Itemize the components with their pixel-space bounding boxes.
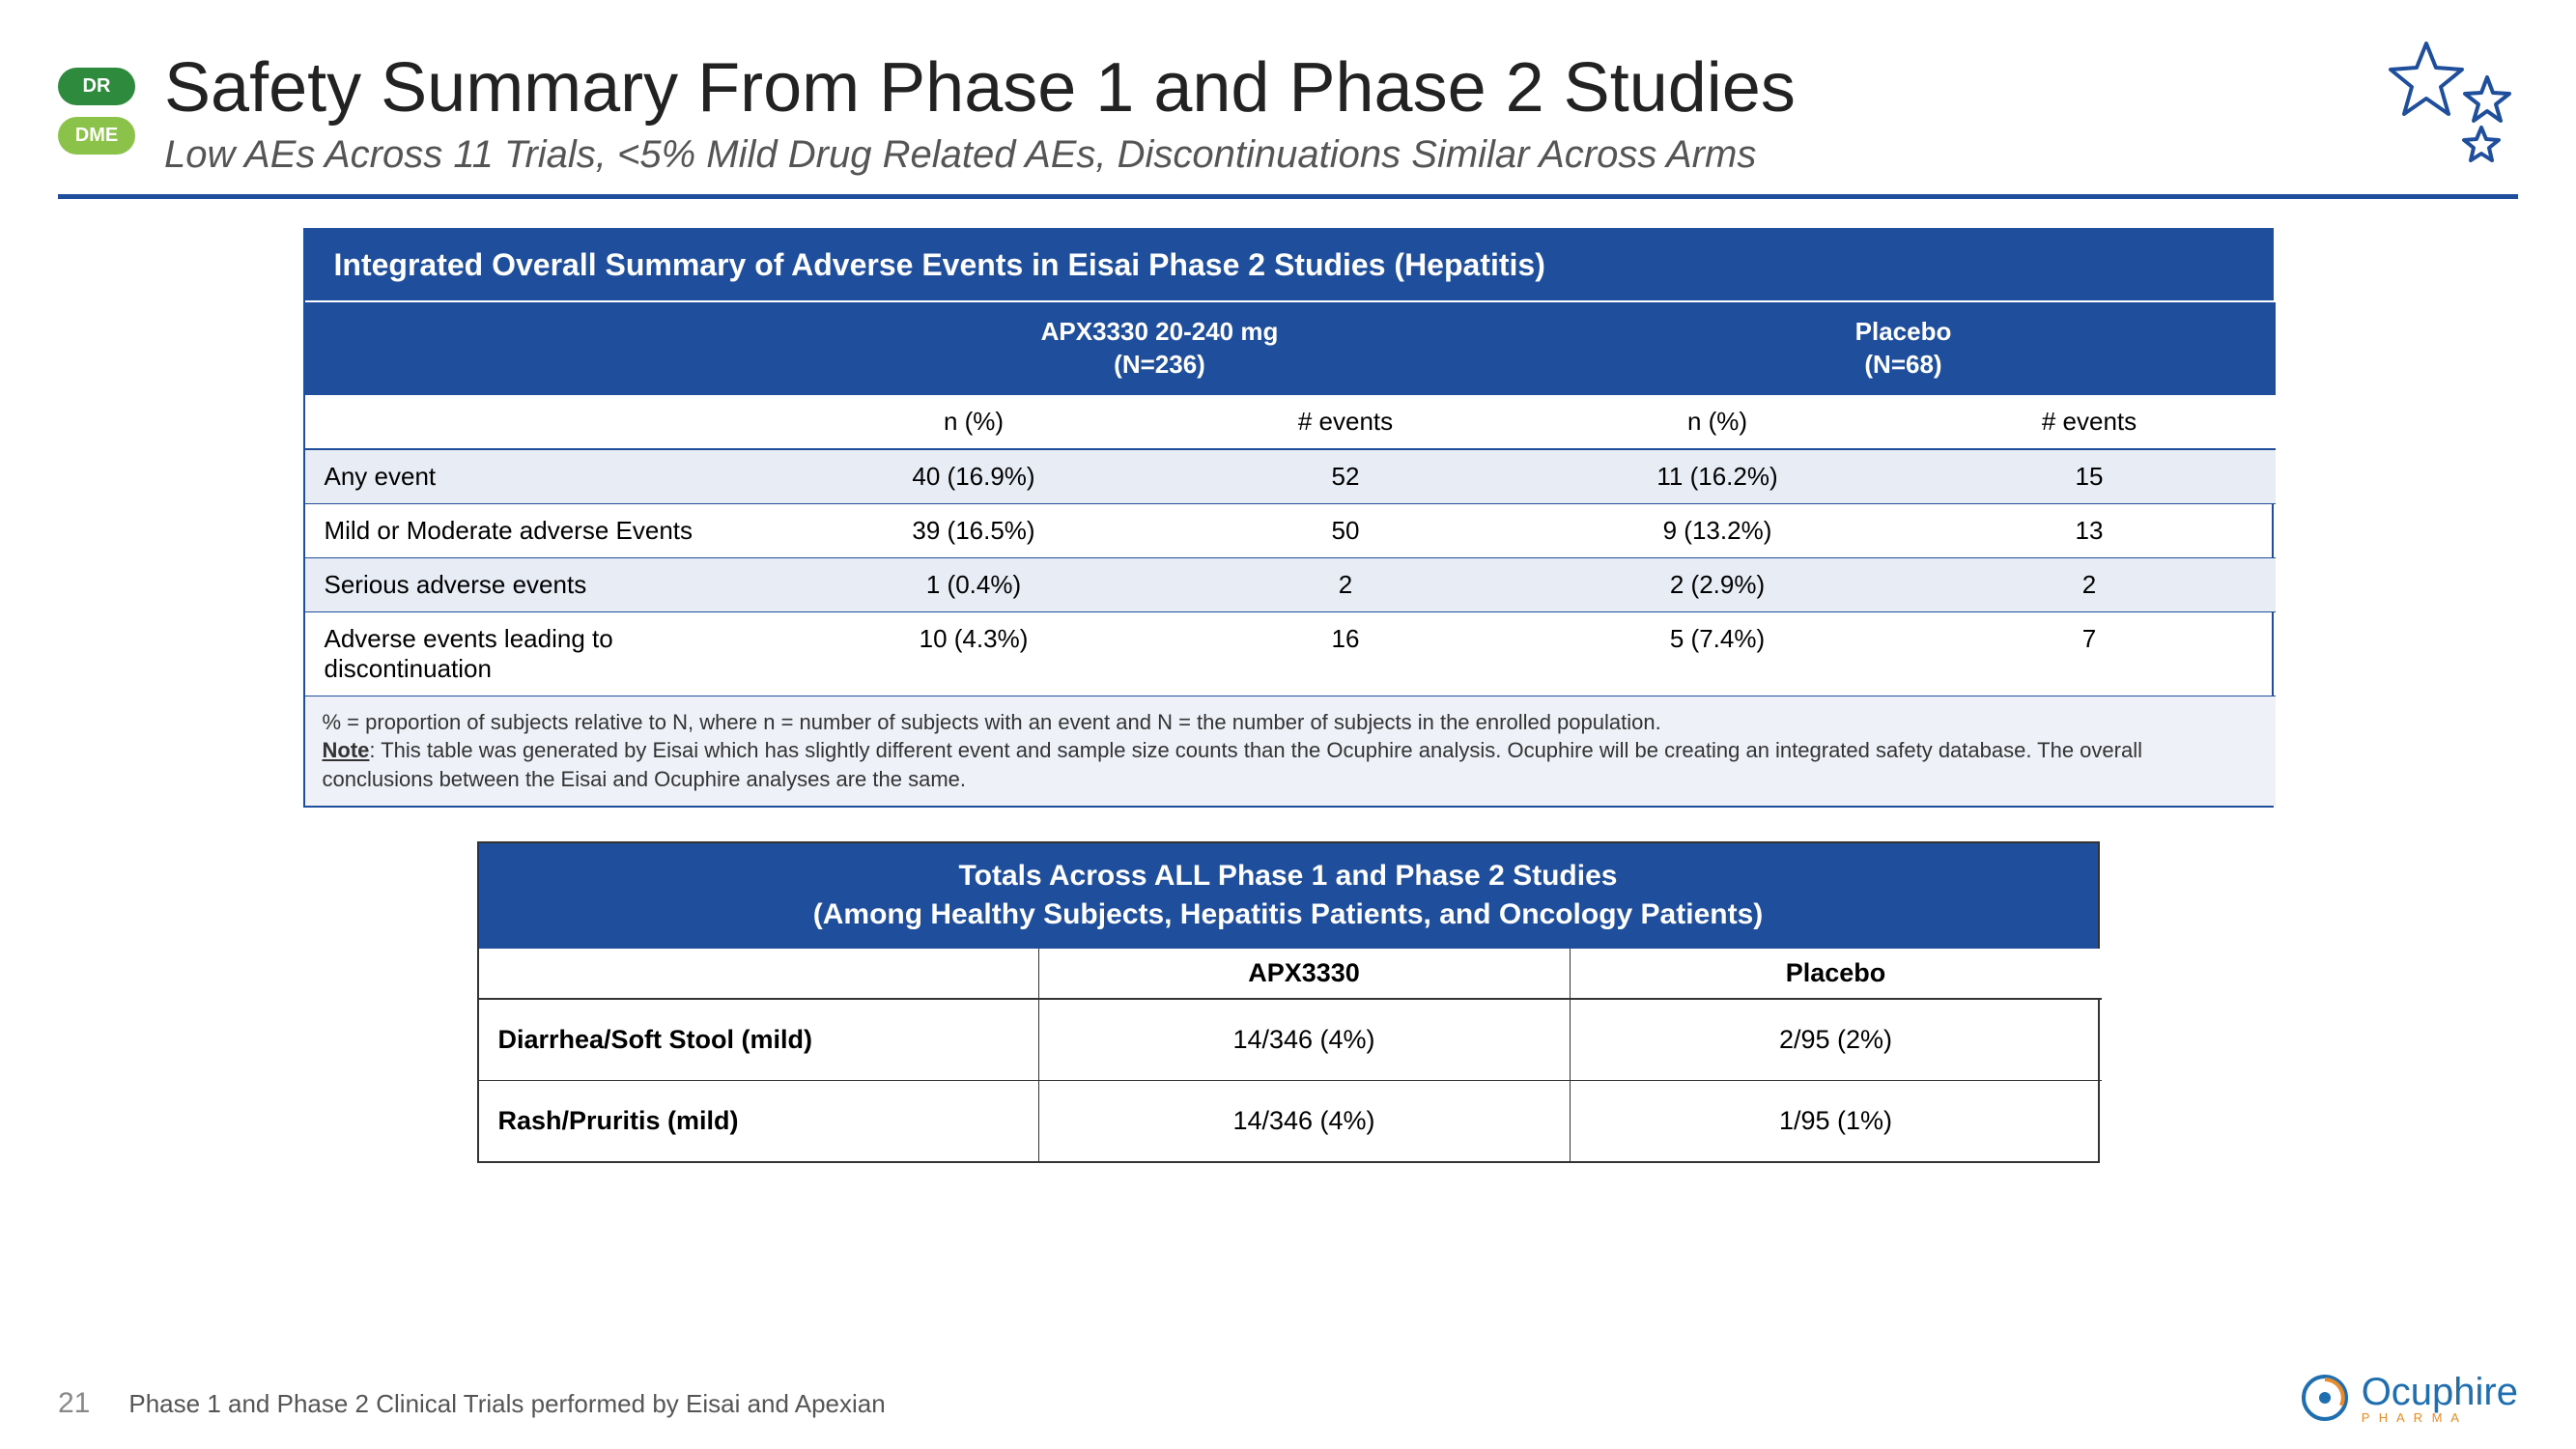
table1-note-prefix: % = proportion of subjects relative to N… bbox=[323, 710, 1661, 734]
header-divider bbox=[58, 194, 2518, 199]
table1-grid: APX3330 20-240 mg (N=236) Placebo (N=68)… bbox=[305, 300, 2272, 806]
table1-note: % = proportion of subjects relative to N… bbox=[305, 696, 2276, 806]
table1-subhead: # events bbox=[1904, 395, 2276, 450]
footer: 21 Phase 1 and Phase 2 Clinical Trials p… bbox=[58, 1387, 886, 1420]
table1-cell: 13 bbox=[1904, 504, 2276, 558]
table2-grid: APX3330 Placebo Diarrhea/Soft Stool (mil… bbox=[479, 949, 2098, 1161]
table1-row-label: Any event bbox=[305, 450, 788, 504]
table1-blank-header bbox=[305, 300, 788, 395]
table1-cell: 16 bbox=[1160, 612, 1532, 696]
table2-row-label: Rash/Pruritis (mild) bbox=[479, 1081, 1039, 1161]
page-number: 21 bbox=[58, 1387, 90, 1420]
badge-dme: DME bbox=[58, 117, 135, 155]
badge-stack: DR DME bbox=[58, 68, 135, 155]
logo-swirl-icon bbox=[2299, 1372, 2352, 1425]
ocuphire-logo: Ocuphire P H A R M A bbox=[2299, 1371, 2518, 1425]
table2-cell: 14/346 (4%) bbox=[1039, 1081, 1571, 1161]
table1-cell: 9 (13.2%) bbox=[1532, 504, 1904, 558]
table1-cell: 1 (0.4%) bbox=[788, 558, 1160, 612]
logo-text-block: Ocuphire P H A R M A bbox=[2362, 1371, 2518, 1425]
table1-cell: 2 (2.9%) bbox=[1532, 558, 1904, 612]
table1-note-label: Note bbox=[323, 738, 370, 762]
slide: DR DME Safety Summary From Phase 1 and P… bbox=[0, 0, 2576, 1449]
page-title: Safety Summary From Phase 1 and Phase 2 … bbox=[164, 48, 2518, 128]
table2-head-blank bbox=[479, 949, 1039, 1000]
table1-subhead: n (%) bbox=[788, 395, 1160, 450]
table1: Integrated Overall Summary of Adverse Ev… bbox=[303, 228, 2274, 808]
table1-cell: 2 bbox=[1904, 558, 2276, 612]
table1-cell: 2 bbox=[1160, 558, 1532, 612]
table1-title: Integrated Overall Summary of Adverse Ev… bbox=[305, 230, 2272, 300]
table1-row-label: Mild or Moderate adverse Events bbox=[305, 504, 788, 558]
table2-head: Placebo bbox=[1571, 949, 2102, 1000]
table1-cell: 11 (16.2%) bbox=[1532, 450, 1904, 504]
page-subtitle: Low AEs Across 11 Trials, <5% Mild Drug … bbox=[164, 133, 2518, 177]
table2: Totals Across ALL Phase 1 and Phase 2 St… bbox=[477, 841, 2100, 1163]
table2-row-label: Diarrhea/Soft Stool (mild) bbox=[479, 1000, 1039, 1081]
table1-subhead: # events bbox=[1160, 395, 1532, 450]
table1-subhead: n (%) bbox=[1532, 395, 1904, 450]
table1-cell: 50 bbox=[1160, 504, 1532, 558]
logo-name: Ocuphire bbox=[2362, 1371, 2518, 1413]
table1-row-label: Serious adverse events bbox=[305, 558, 788, 612]
table2-head: APX3330 bbox=[1039, 949, 1571, 1000]
header-row: DR DME Safety Summary From Phase 1 and P… bbox=[58, 48, 2518, 177]
table2-title: Totals Across ALL Phase 1 and Phase 2 St… bbox=[479, 843, 2098, 949]
badge-dr: DR bbox=[58, 68, 135, 105]
table1-subhead-blank bbox=[305, 395, 788, 450]
table1-group-placebo: Placebo (N=68) bbox=[1532, 300, 2276, 395]
table2-cell: 2/95 (2%) bbox=[1571, 1000, 2102, 1081]
table1-group-apx: APX3330 20-240 mg (N=236) bbox=[788, 300, 1532, 395]
table2-title-l2: (Among Healthy Subjects, Hepatitis Patie… bbox=[813, 898, 1764, 930]
table1-cell: 7 bbox=[1904, 612, 2276, 696]
stars-icon bbox=[2373, 39, 2518, 174]
table2-title-l1: Totals Across ALL Phase 1 and Phase 2 St… bbox=[959, 860, 1618, 892]
table1-cell: 40 (16.9%) bbox=[788, 450, 1160, 504]
table1-cell: 15 bbox=[1904, 450, 2276, 504]
title-block: Safety Summary From Phase 1 and Phase 2 … bbox=[164, 48, 2518, 177]
table1-cell: 39 (16.5%) bbox=[788, 504, 1160, 558]
table2-cell: 14/346 (4%) bbox=[1039, 1000, 1571, 1081]
table1-row-label: Adverse events leading to discontinuatio… bbox=[305, 612, 788, 696]
table1-cell: 5 (7.4%) bbox=[1532, 612, 1904, 696]
table1-cell: 10 (4.3%) bbox=[788, 612, 1160, 696]
table1-cell: 52 bbox=[1160, 450, 1532, 504]
table1-note-body: : This table was generated by Eisai whic… bbox=[323, 738, 2143, 791]
table2-cell: 1/95 (1%) bbox=[1571, 1081, 2102, 1161]
footer-text: Phase 1 and Phase 2 Clinical Trials perf… bbox=[128, 1389, 885, 1419]
